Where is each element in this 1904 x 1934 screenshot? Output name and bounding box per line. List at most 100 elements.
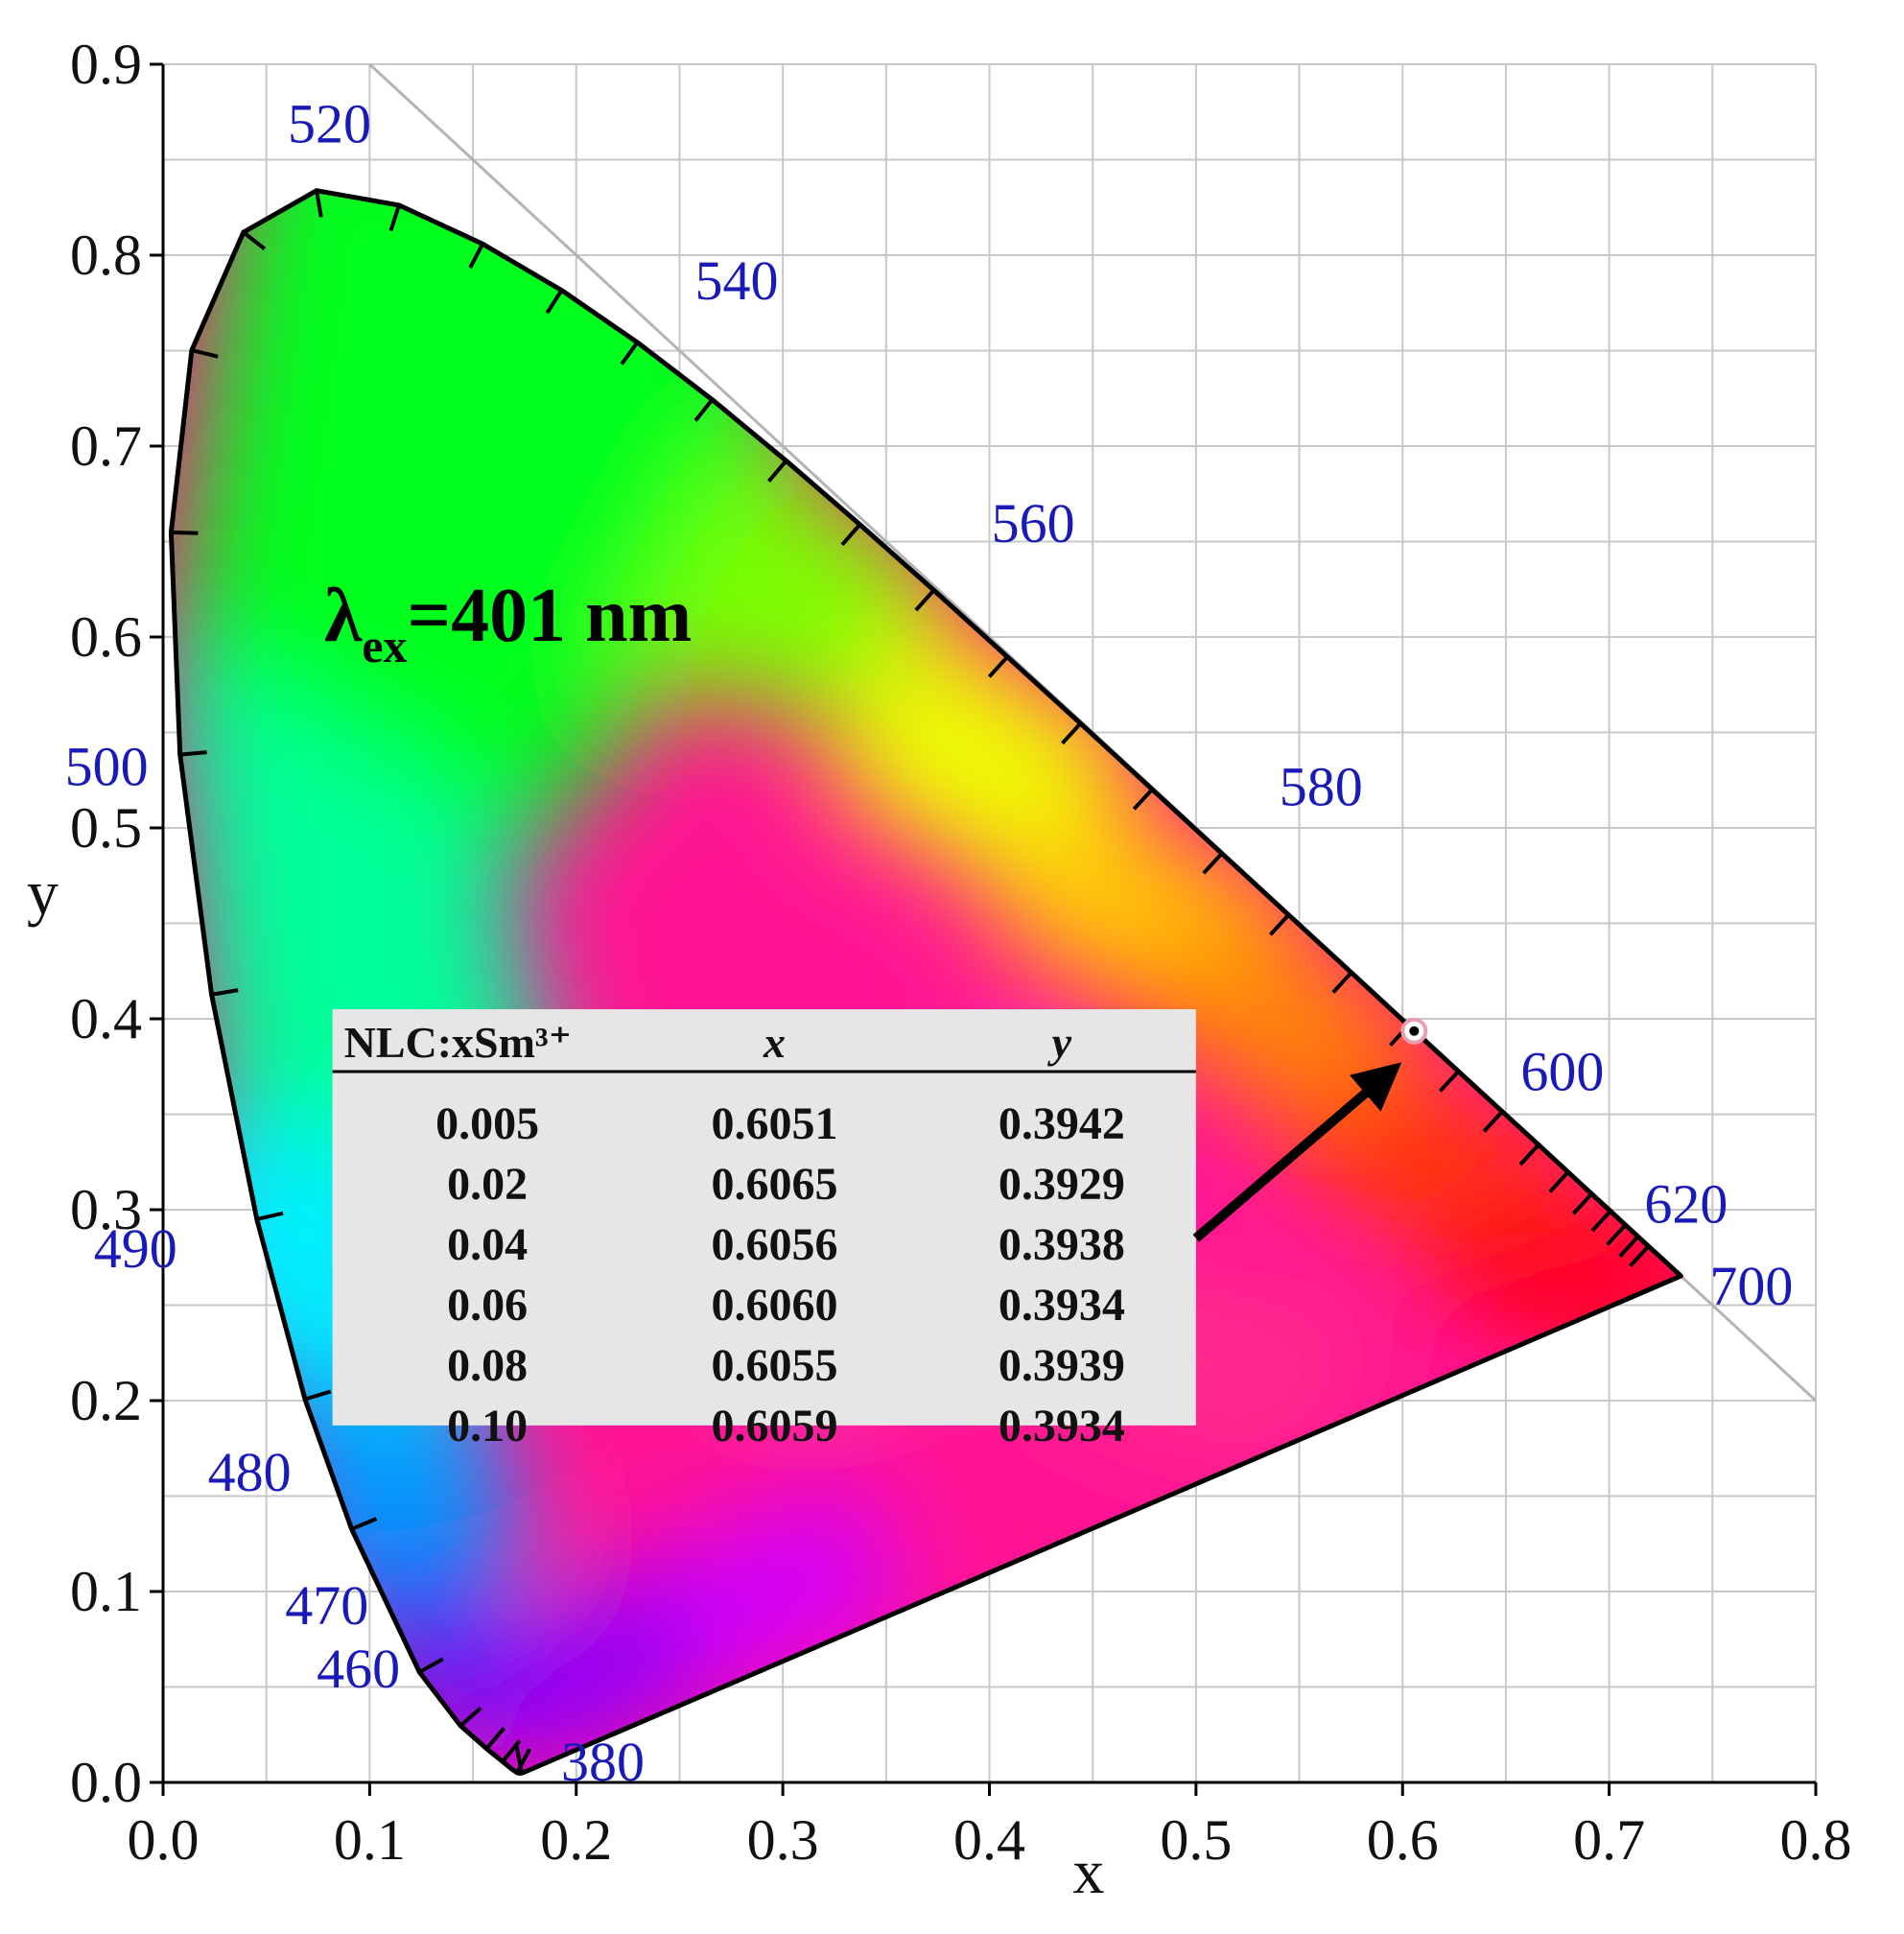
y-tick-label: 0.9	[70, 33, 142, 96]
locus-tick-mark	[693, 398, 715, 422]
locus-tick-mark	[388, 204, 401, 232]
x-tick-label: 0.0	[128, 1808, 200, 1872]
locus-tick-mark	[256, 1211, 284, 1221]
locus-tick-mark	[1482, 1110, 1504, 1133]
spectral-locus-outline	[168, 188, 1683, 1776]
table-cell: 0.6060	[712, 1280, 838, 1331]
table-cell: 0.6055	[712, 1340, 838, 1391]
locus-tick-mark	[418, 1657, 444, 1674]
y-tick-label: 0.3	[70, 1178, 142, 1241]
wavelength-label-580: 580	[1280, 756, 1363, 818]
locus-tick-mark	[468, 243, 484, 269]
table-cell: 0.6059	[712, 1401, 838, 1451]
locus-tick-mark	[211, 988, 239, 997]
locus-tick-mark	[1438, 1070, 1460, 1093]
locus-tick-mark	[501, 1739, 522, 1763]
excitation-annotation: λex=401 nm	[324, 574, 692, 672]
y-tick-label: 0.0	[70, 1751, 142, 1814]
y-tick-label: 0.7	[70, 414, 142, 478]
locus-tick-mark	[545, 289, 564, 315]
table-background	[332, 1009, 1196, 1426]
x-tick-label: 0.2	[540, 1808, 612, 1872]
table-cell: 0.10	[447, 1401, 528, 1451]
table-header-cell: NLC:xSm³⁺	[344, 1018, 572, 1067]
annotation-lambda: λ	[324, 574, 363, 658]
locus-tick-mark	[1548, 1170, 1570, 1193]
spectral-locus-path	[168, 188, 1683, 1776]
annotation-rest: =401 nm	[407, 574, 692, 658]
locus-tick-mark	[1606, 1223, 1628, 1246]
locus-tick-mark	[1590, 1210, 1612, 1233]
y-tick-label: 0.2	[70, 1369, 142, 1432]
chromaticity-point-center	[1409, 1026, 1420, 1036]
x-tick-label: 0.1	[334, 1808, 406, 1872]
locus-tick-mark	[179, 750, 207, 757]
locus-tick-mark	[315, 190, 323, 218]
table-header-cell: y	[1047, 1018, 1072, 1067]
x-tick-label: 0.8	[1780, 1808, 1852, 1872]
wavelength-label-700: 700	[1709, 1255, 1793, 1317]
x-tick-label: 0.4	[953, 1808, 1025, 1872]
table-cell: 0.3934	[999, 1280, 1125, 1331]
annotation-subscript: ex	[362, 619, 407, 672]
locus-tick-mark	[515, 1748, 531, 1774]
locus-tick-mark	[1629, 1244, 1651, 1268]
data-points	[1400, 1017, 1428, 1045]
wavelength-label-540: 540	[695, 249, 779, 312]
locus-tick-mark	[987, 655, 1009, 678]
y-tick-label: 0.5	[70, 796, 142, 860]
table-cell: 0.3939	[999, 1340, 1125, 1391]
wavelength-label-600: 600	[1520, 1041, 1604, 1103]
locus-tick-mark	[1571, 1192, 1593, 1215]
locus-tick-mark	[1618, 1235, 1640, 1258]
y-axis-title: y	[27, 859, 59, 929]
table-cell: 0.3934	[999, 1401, 1125, 1451]
y-tick-labels: 0.0 0.1 0.2 0.3 0.4 0.5 0.6 0.7 0.8 0.9	[70, 33, 163, 1814]
table-cell: 0.3929	[999, 1159, 1125, 1210]
locus-tick-mark	[914, 588, 936, 612]
x-tick-label: 0.3	[747, 1808, 819, 1872]
table-cell: 0.06	[447, 1280, 528, 1331]
wavelength-label-380: 380	[561, 1731, 645, 1793]
wavelength-label-490: 490	[94, 1217, 177, 1280]
table-cell: 0.3942	[999, 1098, 1125, 1149]
y-tick-label: 0.4	[70, 987, 142, 1050]
wavelength-label-470: 470	[285, 1574, 368, 1637]
locus-tick-mark	[191, 348, 219, 359]
locus-tick-mark	[484, 1727, 505, 1751]
locus-tick-mark	[766, 460, 788, 483]
x-axis-title: x	[1072, 1837, 1104, 1907]
locus-tick-mark	[1268, 913, 1290, 936]
locus-tick-mark	[304, 1389, 332, 1402]
arrow-line	[1192, 1062, 1402, 1242]
gamut-region	[1402, 1171, 1681, 1363]
locus-tick-mark	[1518, 1143, 1540, 1167]
locus-tick-mark	[840, 523, 861, 547]
locus-tick-mark	[1202, 852, 1224, 875]
y-tick-label: 0.1	[70, 1560, 142, 1623]
wavelength-label-500: 500	[65, 736, 149, 798]
locus-tick-mark	[350, 1517, 378, 1531]
table-cell: 0.6051	[712, 1098, 838, 1149]
wavelength-label-480: 480	[208, 1441, 292, 1503]
x-tick-label: 0.5	[1160, 1808, 1232, 1872]
table-cell: 0.6056	[712, 1219, 838, 1270]
table-cell: 0.04	[447, 1219, 528, 1270]
x-tick-label: 0.6	[1367, 1808, 1439, 1872]
coordinates-table: NLC:xSm³⁺ x y 0.005 0.6051 0.3942 0.02 0.6065 0.…	[332, 1009, 1196, 1451]
wavelength-label-460: 460	[317, 1638, 400, 1700]
locus-tick-mark	[620, 341, 640, 366]
table-cell: 0.3938	[999, 1219, 1125, 1270]
locus-tick-mark	[242, 230, 267, 250]
shift-arrow	[1192, 1062, 1402, 1242]
table-cell: 0.08	[447, 1340, 528, 1391]
y-tick-label: 0.8	[70, 224, 142, 287]
wavelength-label-520: 520	[288, 93, 371, 155]
x-tick-label: 0.7	[1573, 1808, 1645, 1872]
wavelength-label-620: 620	[1644, 1172, 1728, 1235]
locus-tick-mark	[1132, 788, 1154, 811]
